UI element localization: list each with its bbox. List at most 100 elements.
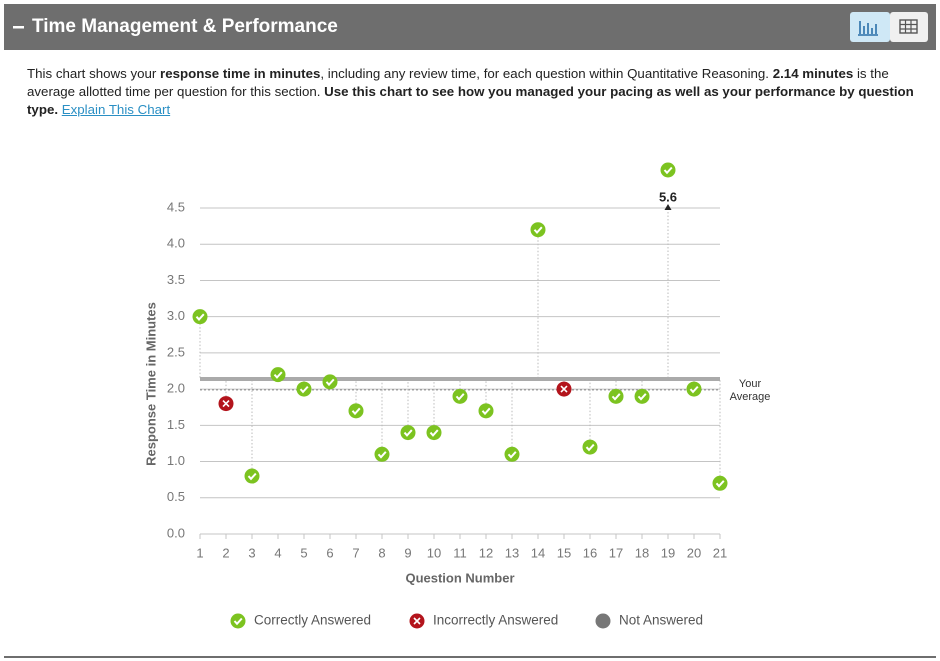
marker-circle	[712, 475, 728, 491]
check-icon	[637, 393, 647, 401]
y-tick-label: 0.0	[167, 525, 185, 540]
marker-circle	[348, 403, 364, 419]
check-icon	[611, 393, 621, 401]
header-bar	[4, 4, 936, 50]
bottom-border	[4, 656, 936, 658]
description-text: Use this chart to see how you managed yo…	[27, 84, 914, 117]
marker-circle	[504, 446, 520, 462]
x-tick-label: 17	[609, 545, 623, 560]
marker-circle	[478, 403, 494, 419]
marker-circle	[452, 388, 468, 404]
point	[634, 388, 650, 404]
overflow-arrow	[664, 204, 672, 210]
x-tick-label: 14	[531, 545, 545, 560]
point	[452, 388, 468, 404]
cross-icon	[413, 617, 421, 625]
x-tick-label: 13	[505, 545, 519, 560]
description-text: 2.14	[772, 66, 799, 81]
marker-circle	[296, 381, 312, 397]
point	[322, 374, 338, 390]
marker-circle	[230, 613, 246, 629]
description-text: This chart shows your	[27, 66, 161, 81]
marker-circle	[244, 468, 260, 484]
table-view-button[interactable]	[890, 12, 928, 42]
point	[504, 446, 520, 462]
x-tick-label: 5	[300, 545, 307, 560]
point	[608, 388, 624, 404]
marker-circle	[530, 222, 546, 238]
point	[478, 403, 494, 419]
point	[296, 381, 312, 397]
x-axis-label: Question Number	[405, 570, 514, 585]
cross-icon	[560, 385, 568, 393]
check-icon	[299, 385, 309, 394]
legend-item: Not Answered	[595, 613, 703, 629]
marker-circle	[660, 162, 676, 178]
point	[374, 446, 390, 462]
x-tick-label: 15	[557, 545, 571, 560]
x-tick-label: 19	[661, 545, 675, 560]
explain-link[interactable]: Explain This Chart	[61, 102, 171, 117]
x-tick-label: 6	[326, 545, 333, 560]
your-average-label: Your Average	[729, 377, 771, 403]
x-tick-label: 1	[196, 545, 203, 560]
cross-icon	[222, 400, 230, 408]
marker-circle	[426, 425, 442, 441]
check-icon	[247, 472, 257, 481]
y-tick-label: 4.5	[167, 199, 185, 214]
marker-circle	[608, 388, 624, 404]
x-tick-label: 2	[222, 545, 229, 560]
x-tick-label: 9	[404, 545, 411, 560]
point	[192, 309, 208, 325]
x-tick-label: 10	[427, 545, 441, 560]
chart-view-button[interactable]	[850, 12, 890, 42]
x-tick-label: 11	[453, 545, 467, 560]
y-tick-label: 2.0	[167, 381, 185, 396]
point	[582, 439, 598, 455]
check-icon	[533, 226, 543, 235]
check-icon	[663, 166, 673, 175]
y-tick-label: 4.0	[167, 236, 185, 251]
y-tick-label: 3.0	[167, 308, 185, 323]
marker-circle	[400, 425, 416, 441]
point	[556, 381, 572, 397]
description-text: , including any review time, for each qu…	[320, 66, 773, 81]
legend-item: Incorrectly Answered	[409, 613, 558, 629]
y-tick-label: 3.5	[167, 272, 185, 287]
collapse-icon[interactable]	[13, 26, 24, 29]
point	[660, 162, 676, 178]
y-axis-label: Response Time in Minutes	[143, 302, 158, 466]
check-icon	[273, 371, 283, 379]
overflow-label: 5.6	[659, 189, 677, 204]
point	[712, 475, 728, 491]
x-tick-label: 16	[583, 545, 597, 560]
x-tick-label: 20	[687, 545, 701, 560]
point	[426, 425, 442, 441]
y-tick-label: 0.5	[167, 489, 185, 504]
check-icon	[377, 451, 387, 459]
x-tick-label: 8	[378, 545, 385, 560]
marker-circle	[192, 309, 208, 325]
marker-circle	[322, 374, 338, 390]
description-text: response time in minutes	[160, 66, 321, 81]
legend-label: Not Answered	[619, 613, 703, 628]
description-text: minutes	[798, 66, 854, 81]
check-icon	[351, 407, 361, 416]
check-icon	[455, 393, 465, 401]
x-tick-label: 3	[248, 545, 255, 560]
description: This chart shows your response time in m…	[27, 65, 919, 119]
check-icon	[403, 429, 413, 437]
point	[686, 381, 702, 397]
x-tick-label: 4	[274, 545, 281, 560]
check-icon	[481, 407, 491, 416]
marker-circle	[582, 439, 598, 455]
check-icon	[689, 385, 699, 394]
x-tick-label: 7	[352, 545, 359, 560]
header-title: Time Management & Performance	[32, 16, 338, 37]
check-icon	[233, 617, 243, 626]
marker-circle	[686, 381, 702, 397]
legend-label: Incorrectly Answered	[433, 613, 558, 628]
check-icon	[429, 429, 439, 437]
point	[218, 396, 234, 412]
